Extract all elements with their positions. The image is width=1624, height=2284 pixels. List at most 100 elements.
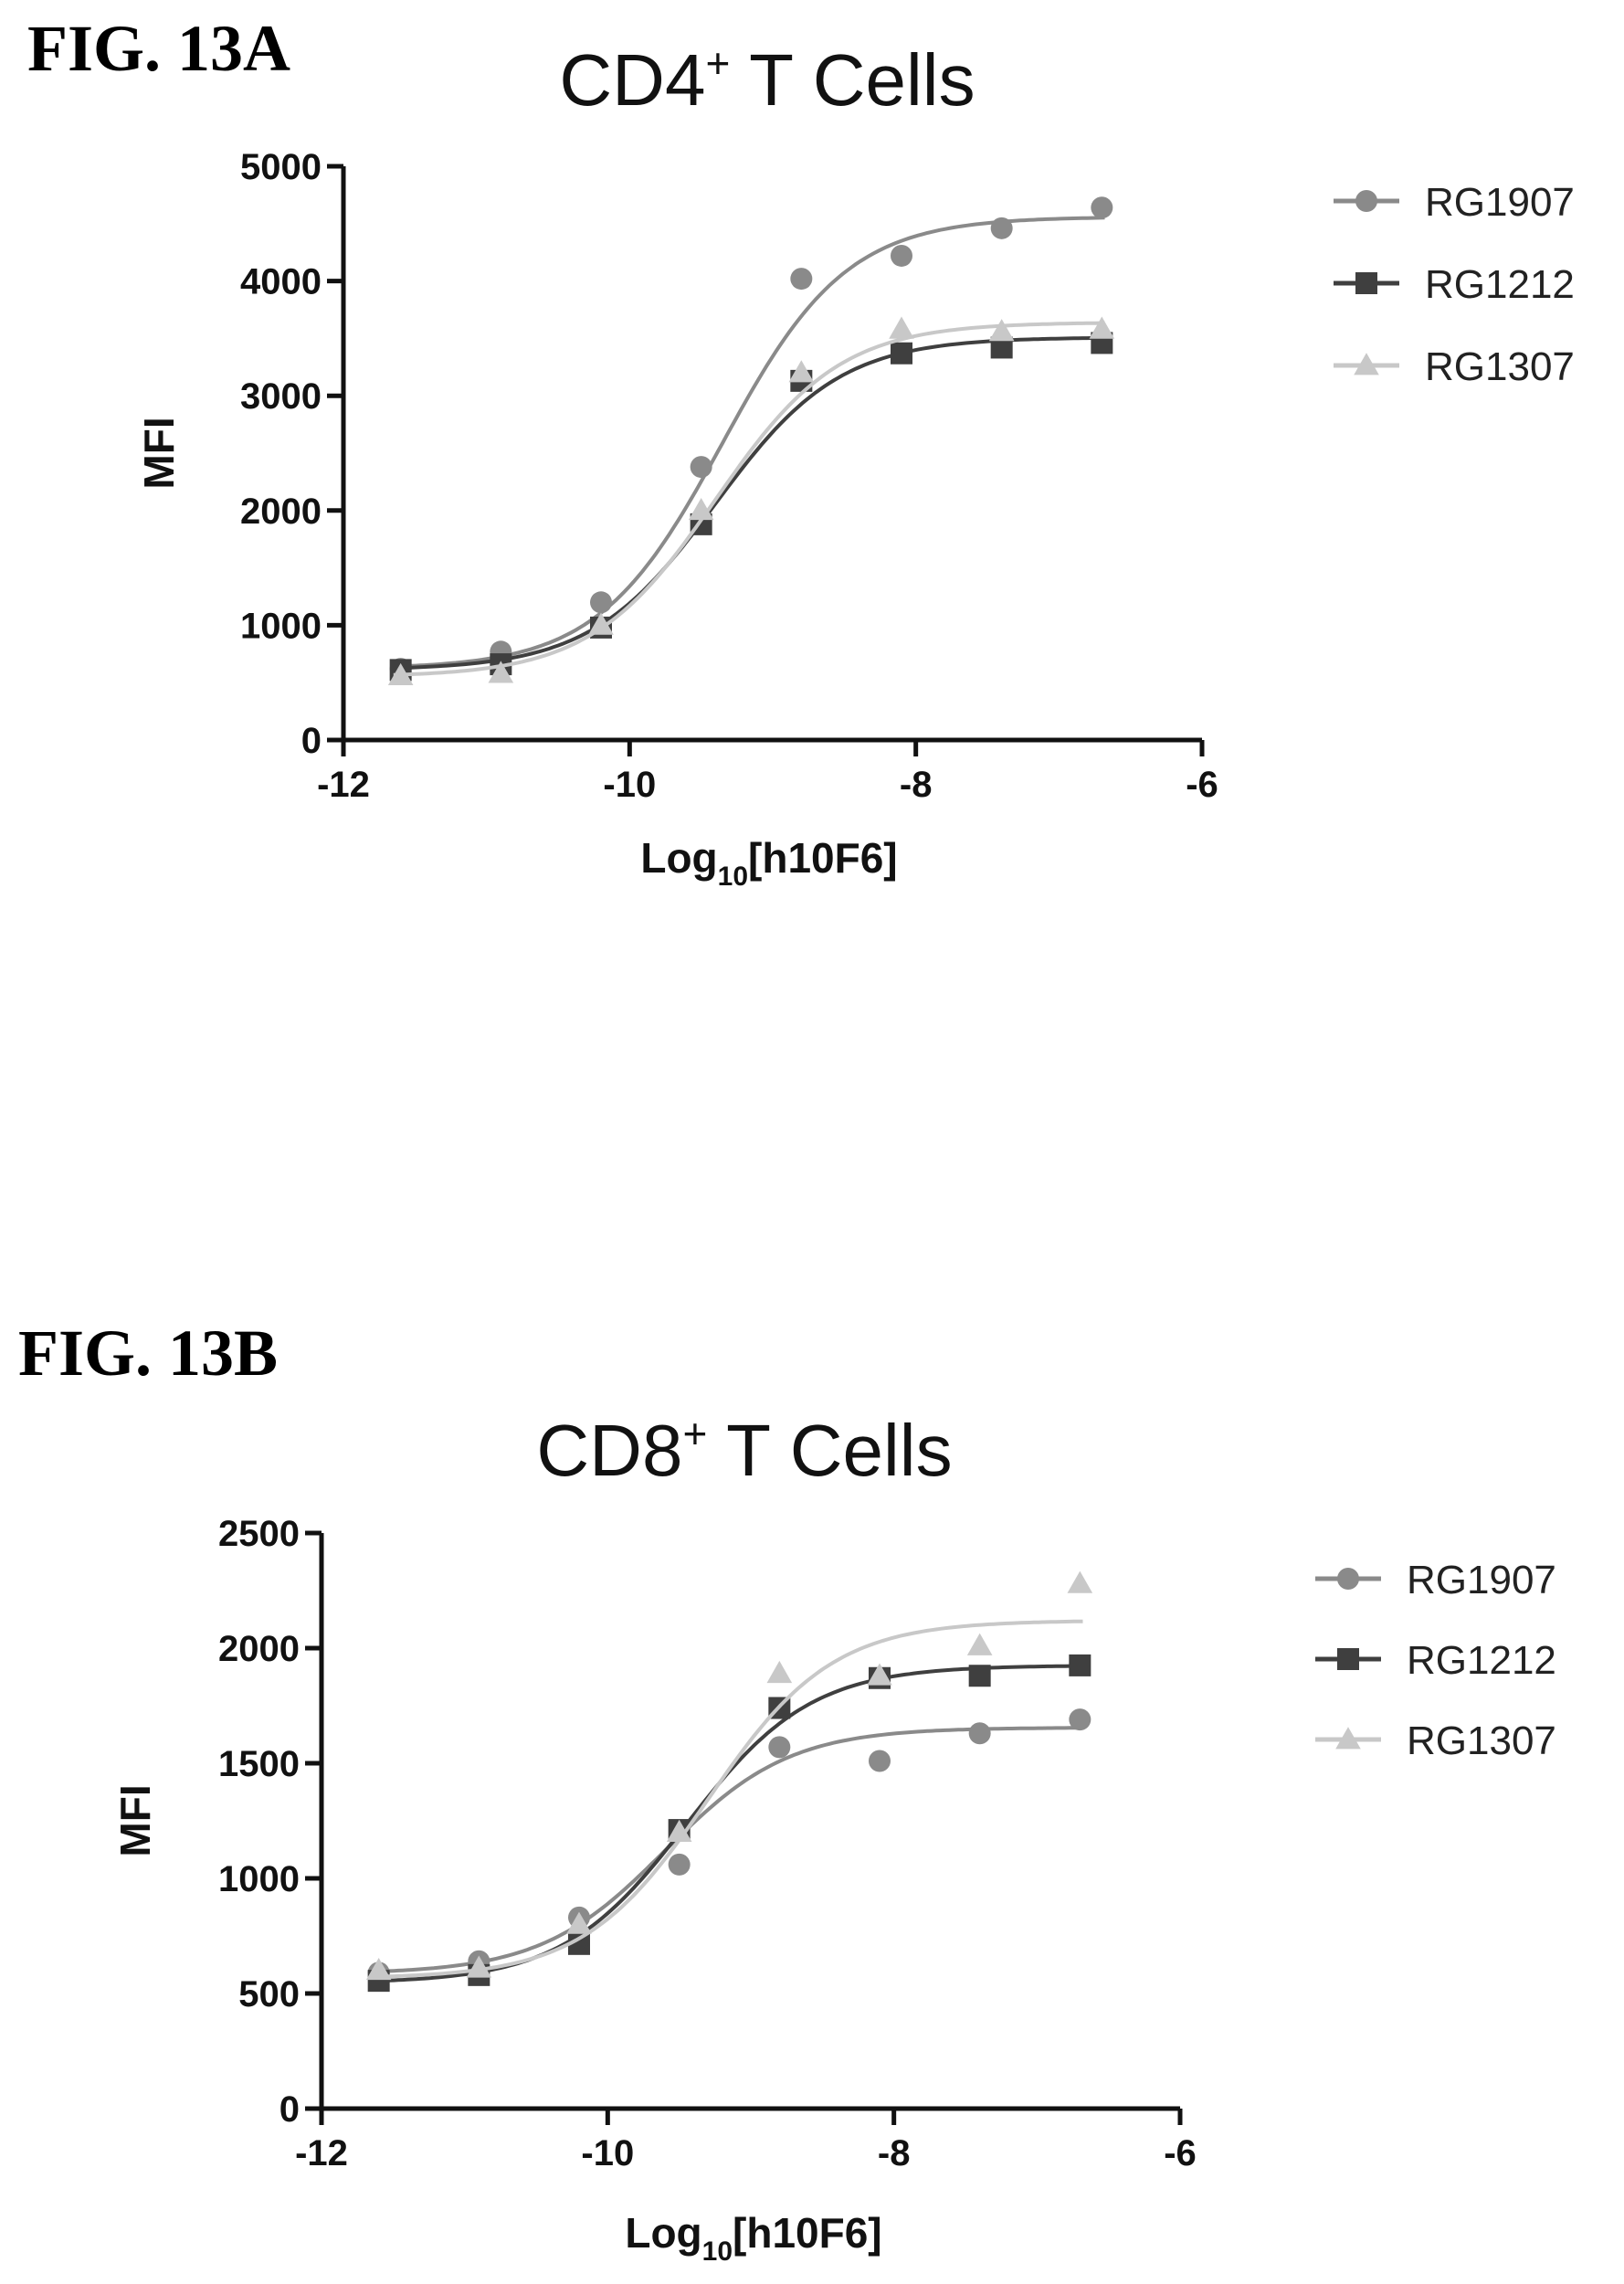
data-point-rg1907 — [768, 1736, 791, 1759]
legend-item-rg1307: RG1307 — [1334, 344, 1575, 389]
y-tick-label: 4000 — [240, 262, 322, 302]
fit-curve-rg1307 — [393, 321, 1105, 677]
fit-curve-rg1907 — [371, 1726, 1083, 1974]
data-point-rg1307 — [867, 1663, 892, 1686]
legend-label: RG1212 — [1425, 262, 1575, 307]
data-point-rg1307 — [566, 1911, 592, 1934]
x-axis-label: Log10[h10F6] — [625, 2209, 881, 2267]
chart-title-superscript: + — [705, 39, 730, 87]
legend-label: RG1307 — [1425, 344, 1575, 389]
chart-title-suffix: T Cells — [730, 39, 975, 121]
data-point-rg1307 — [365, 1958, 392, 1981]
x-tick-label: -8 — [878, 2133, 911, 2173]
data-point-rg1307 — [666, 1819, 692, 1842]
y-tick-label: 2000 — [218, 1629, 300, 1669]
y-tick-label: 1000 — [240, 606, 322, 646]
data-point-rg1307 — [466, 1955, 492, 1978]
x-tick-label: -12 — [317, 765, 370, 805]
legend-label: RG1307 — [1407, 1718, 1556, 1763]
legend-marker — [1337, 1568, 1359, 1590]
x-axis-label-subscript: 10 — [718, 862, 748, 892]
legend-label: RG1907 — [1407, 1558, 1556, 1602]
y-tick-label: 3000 — [240, 376, 322, 417]
figure-label-13b: FIG. 13B — [18, 1316, 279, 1390]
data-point-rg1307 — [788, 360, 815, 383]
legend-item-rg1212: RG1212 — [1315, 1638, 1556, 1683]
data-point-rg1307 — [688, 498, 714, 521]
data-point-rg1907 — [1091, 196, 1113, 219]
x-tick-label: -6 — [1164, 2133, 1197, 2173]
data-point-rg1907 — [790, 268, 813, 291]
data-point-rg1212 — [891, 342, 912, 365]
chart-title: CD8+ T Cells — [536, 1410, 952, 1491]
legend-marker — [1354, 353, 1379, 375]
data-point-rg1307 — [1067, 1570, 1093, 1593]
x-axis-label-suffix: [h10F6] — [733, 2209, 882, 2257]
legend-label: RG1212 — [1407, 1638, 1556, 1683]
y-axis-label: MFI — [135, 417, 183, 489]
chart-cd8-t-cells: CD8+ T Cells 0 500 1000 1500 2000 2500 -12 -10 -8… — [111, 1410, 1556, 2267]
series-rg1907 — [367, 1708, 1091, 1984]
chart-title-main: CD4 — [559, 39, 705, 121]
legend-marker — [1335, 1727, 1361, 1750]
chart-title: CD4+ T Cells — [559, 39, 975, 121]
y-axis-label: MFI — [111, 1784, 159, 1856]
data-point-rg1307 — [387, 662, 414, 686]
data-point-rg1907 — [1069, 1708, 1091, 1731]
y-tick-label: 0 — [301, 721, 322, 761]
data-point-rg1907 — [869, 1750, 891, 1772]
data-point-rg1212 — [968, 1665, 991, 1687]
y-tick-label: 5000 — [240, 147, 322, 187]
fit-curve-rg1307 — [371, 1619, 1083, 1979]
legend-marker — [1355, 272, 1377, 294]
chart-cd4-t-cells: CD4+ T Cells 0 1000 2000 3000 4000 5000 -12 -10 -… — [135, 39, 1575, 892]
legend-marker — [1355, 190, 1377, 212]
data-point-rg1907 — [968, 1722, 991, 1745]
data-point-rg1307 — [988, 319, 1015, 342]
data-point-rg1307 — [588, 612, 614, 635]
chart-title-superscript: + — [682, 1410, 707, 1457]
data-point-rg1907 — [590, 591, 612, 614]
y-tick-label: 0 — [279, 2089, 300, 2130]
data-point-rg1212 — [1069, 1654, 1091, 1676]
legend-item-rg1307: RG1307 — [1315, 1718, 1556, 1763]
data-point-rg1907 — [690, 456, 712, 479]
series-rg1307 — [387, 316, 1115, 686]
legend-marker — [1337, 1648, 1359, 1670]
data-point-rg1307 — [766, 1660, 793, 1684]
data-point-rg1907 — [990, 217, 1013, 239]
series-rg1212 — [367, 1654, 1091, 1993]
data-point-rg1907 — [891, 244, 912, 267]
legend-item-rg1907: RG1907 — [1334, 180, 1575, 225]
data-point-rg1307 — [1089, 316, 1115, 339]
x-axis-label-main: Log — [625, 2209, 701, 2257]
legend-item-rg1907: RG1907 — [1315, 1558, 1556, 1602]
chart-title-main: CD8 — [536, 1410, 682, 1491]
y-tick-label: 2000 — [240, 492, 322, 532]
x-axis-label-main: Log — [640, 834, 717, 882]
x-tick-label: -12 — [295, 2133, 348, 2173]
legend-label: RG1907 — [1425, 180, 1575, 225]
y-tick-label: 2500 — [218, 1514, 300, 1554]
x-axis-label-subscript: 10 — [702, 2236, 733, 2267]
legend-item-rg1212: RG1212 — [1334, 262, 1575, 307]
y-tick-label: 1500 — [218, 1744, 300, 1784]
x-axis-label: Log10[h10F6] — [640, 834, 897, 892]
data-point-rg1907 — [668, 1853, 691, 1876]
fit-curve-rg1212 — [393, 335, 1105, 671]
series-rg1307 — [365, 1570, 1093, 1981]
data-point-rg1307 — [966, 1633, 993, 1655]
y-tick-label: 500 — [238, 1974, 300, 2014]
fit-curve-rg1907 — [393, 216, 1105, 669]
y-tick-label: 1000 — [218, 1859, 300, 1899]
chart-title-suffix: T Cells — [707, 1410, 952, 1491]
x-tick-label: -10 — [581, 2133, 634, 2173]
series-rg1212 — [389, 332, 1113, 682]
data-point-rg1307 — [488, 661, 514, 683]
x-axis-label-suffix: [h10F6] — [748, 834, 898, 882]
fit-curve-rg1212 — [371, 1664, 1083, 1983]
figure-label-13a: FIG. 13A — [27, 12, 290, 85]
x-tick-label: -10 — [603, 765, 656, 805]
x-tick-label: -6 — [1186, 765, 1218, 805]
series-rg1907 — [389, 196, 1113, 681]
